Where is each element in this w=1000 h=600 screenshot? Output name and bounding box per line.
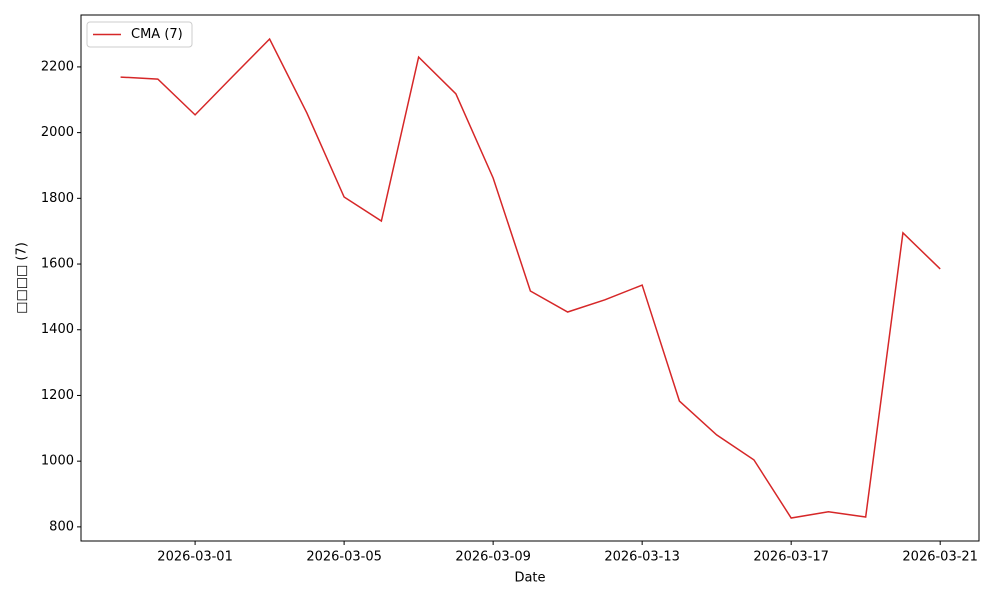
y-tick-label: 1000 [41,454,74,469]
x-tick-label: 2026-03-13 [604,550,680,565]
x-tick-label: 2026-03-17 [753,550,829,565]
plot-frame [80,14,980,542]
y-tick-label: 1400 [41,322,74,337]
legend-box [86,21,193,48]
x-tick-label: 2026-03-01 [157,550,233,565]
x-tick-label: 2026-03-21 [902,550,978,565]
x-axis-label: Date [514,571,545,586]
y-tick-label: 2200 [41,59,74,74]
y-axis-label: □□□□ (7) [15,242,30,314]
x-tick-label: 2026-03-09 [455,550,531,565]
y-tick-label: 1800 [41,191,74,206]
legend-label: CMA (7) [131,27,183,42]
line [120,37,941,519]
y-tick-label: 1200 [41,388,74,403]
y-tick-label: 2000 [41,125,74,140]
x-tick-label: 2026-03-05 [306,550,382,565]
y-tick-label: 800 [49,519,74,534]
y-tick-label: 1600 [41,257,74,272]
